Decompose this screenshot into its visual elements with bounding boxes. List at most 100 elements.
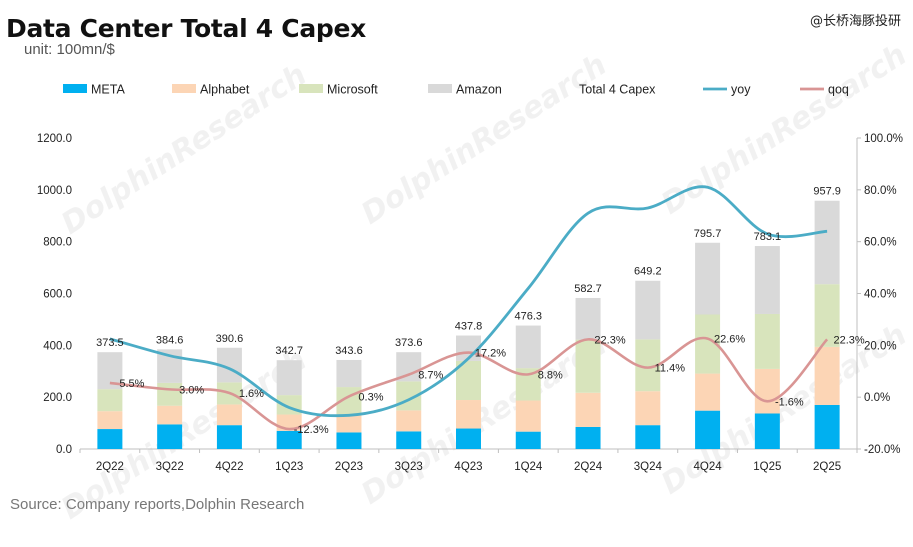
bar-alphabet-3q22 [157,405,183,425]
bar-meta-2q22 [97,429,123,449]
bar-amazon-3q24 [635,280,661,340]
x-tick-label: 3Q22 [156,461,184,473]
qoq-label: 0.3% [358,391,383,403]
x-tick-label: 2Q25 [813,461,841,473]
qoq-label: 8.8% [538,369,563,381]
y2-tick-label: 80.0% [864,185,897,197]
bar-amazon-4q24 [695,242,721,315]
bar-amazon-1q24 [515,325,541,369]
bar-meta-2q23 [336,432,362,449]
qoq-label: 11.4% [655,363,686,375]
bar-alphabet-2q23 [336,414,362,433]
x-tick-label: 2Q23 [335,461,363,473]
bar-meta-2q24 [575,426,601,449]
bar-alphabet-4q24 [695,373,721,411]
total-label: 649.2 [634,266,662,278]
yoy-line [109,185,828,418]
legend-label: yoy [731,83,751,97]
qoq-label: 5.5% [119,378,144,390]
y-tick-label: 800.0 [43,237,72,249]
x-tick-label: 1Q24 [514,461,543,473]
total-label: 476.3 [515,311,543,323]
bar-amazon-2q23 [336,359,362,388]
bar-alphabet-3q23 [396,410,422,432]
x-tick-label: 4Q23 [454,461,482,473]
bar-microsoft-2q22 [97,389,123,412]
bar-alphabet-4q22 [216,404,242,426]
x-tick-label: 3Q23 [395,461,423,473]
total-label: 343.6 [335,345,363,357]
qoq-label: -12.3% [294,424,329,436]
bar-meta-2q25 [814,404,840,449]
legend-label: Microsoft [327,83,378,97]
legend-label: Total 4 Capex [579,83,656,97]
bar-alphabet-2q24 [575,392,601,427]
x-tick-label: 2Q24 [574,461,603,473]
bar-amazon-1q23 [276,360,302,396]
x-tick-label: 1Q25 [753,461,781,473]
legend-label: Alphabet [200,83,250,97]
bar-alphabet-1q24 [515,400,541,432]
bar-microsoft-2q25 [814,284,840,347]
bar-amazon-1q25 [754,246,780,314]
total-label: 437.8 [455,321,483,333]
bar-microsoft-2q24 [575,339,601,393]
y-tick-label: 1000.0 [37,185,72,197]
x-tick-label: 2Q22 [96,461,124,473]
qoq-label: 22.3% [594,334,625,346]
x-tick-label: 3Q24 [634,461,663,473]
brand-handle: @长桥海豚投研 [809,14,901,29]
bar-meta-4q23 [456,428,481,449]
bar-alphabet-1q25 [754,368,780,414]
bar-alphabet-4q23 [456,400,481,429]
qoq-label: 22.3% [834,334,865,346]
total-label: 390.6 [216,333,244,345]
x-tick-label: 4Q22 [215,461,243,473]
total-label: 373.5 [96,337,124,349]
watermark-text-1: DolphinResearch [355,47,613,231]
legend-swatch-2 [299,84,323,93]
x-tick-label: 1Q23 [275,461,303,473]
x-tick-label: 4Q24 [694,461,723,473]
y2-tick-label: 60.0% [864,237,897,249]
unit-label: unit: 100mn/$ [24,41,115,58]
y-tick-label: 200.0 [43,392,72,404]
y-tick-label: 600.0 [43,289,72,301]
bar-alphabet-3q24 [635,391,661,426]
y-tick-label: 400.0 [43,340,72,352]
legend-swatch-3 [428,84,452,93]
y2-tick-label: 20.0% [864,340,897,352]
bar-meta-1q23 [276,430,302,449]
y-tick-label: 0.0 [56,444,72,456]
y-tick-label: 1200.0 [37,133,72,145]
legend-swatch-1 [172,84,196,93]
total-label: 342.7 [275,345,303,357]
source-note: Source: Company reports,Dolphin Research [10,496,305,513]
bar-microsoft-1q25 [754,313,780,369]
total-label: 582.7 [574,283,602,295]
legend-label: Amazon [456,83,502,97]
bar-meta-4q24 [695,410,721,449]
legend-label: qoq [828,83,849,97]
legend-swatch-0 [63,84,87,93]
total-label: 795.7 [694,228,722,240]
y2-tick-label: 0.0% [864,392,890,404]
y2-tick-label: 100.0% [864,133,903,145]
qoq-label: 17.2% [475,348,506,360]
y2-tick-label: 40.0% [864,289,897,301]
bar-alphabet-2q25 [814,346,840,405]
bar-meta-3q24 [635,425,661,449]
bar-meta-3q23 [396,431,422,449]
bar-amazon-2q25 [814,200,840,285]
bar-meta-4q22 [216,425,242,449]
total-label: 373.6 [395,337,423,349]
bar-alphabet-2q22 [97,411,123,430]
total-label: 384.6 [156,334,184,346]
bar-meta-1q24 [515,431,541,449]
legend-label: META [91,83,125,97]
qoq-line [109,336,829,431]
total-label: 783.1 [754,231,782,243]
bar-amazon-2q24 [575,297,601,340]
qoq-label: 1.6% [239,388,264,400]
